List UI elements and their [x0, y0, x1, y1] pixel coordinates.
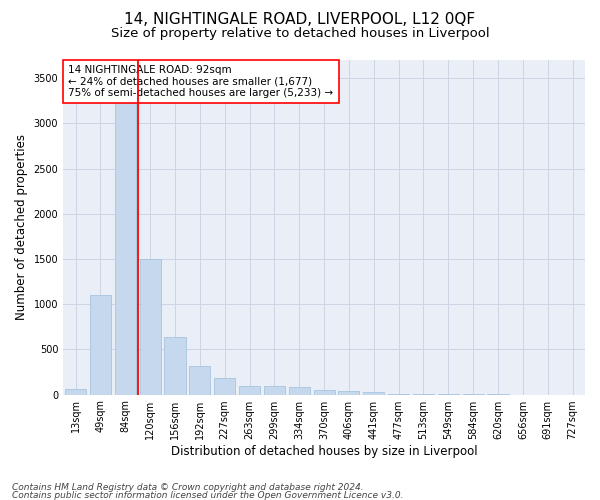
Bar: [264, 386, 285, 394]
Bar: [189, 366, 211, 394]
Text: Contains HM Land Registry data © Crown copyright and database right 2024.: Contains HM Land Registry data © Crown c…: [12, 484, 364, 492]
Bar: [289, 388, 310, 394]
Bar: [214, 378, 235, 394]
Text: 14, NIGHTINGALE ROAD, LIVERPOOL, L12 0QF: 14, NIGHTINGALE ROAD, LIVERPOOL, L12 0QF: [124, 12, 476, 28]
Text: Size of property relative to detached houses in Liverpool: Size of property relative to detached ho…: [110, 28, 490, 40]
X-axis label: Distribution of detached houses by size in Liverpool: Distribution of detached houses by size …: [171, 444, 478, 458]
Bar: [140, 259, 161, 394]
Bar: [314, 390, 335, 394]
Bar: [115, 80, 136, 394]
Bar: [65, 389, 86, 394]
Y-axis label: Number of detached properties: Number of detached properties: [15, 134, 28, 320]
Text: Contains public sector information licensed under the Open Government Licence v3: Contains public sector information licen…: [12, 490, 404, 500]
Bar: [239, 386, 260, 394]
Bar: [90, 295, 111, 394]
Bar: [338, 391, 359, 394]
Text: 14 NIGHTINGALE ROAD: 92sqm
← 24% of detached houses are smaller (1,677)
75% of s: 14 NIGHTINGALE ROAD: 92sqm ← 24% of deta…: [68, 65, 334, 98]
Bar: [363, 392, 385, 394]
Bar: [164, 336, 185, 394]
